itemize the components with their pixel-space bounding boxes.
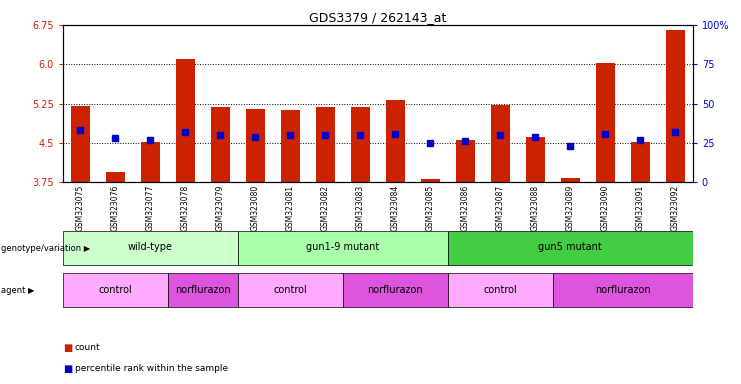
Text: GSM323092: GSM323092 <box>671 184 679 231</box>
Bar <box>448 273 553 307</box>
Text: GSM323084: GSM323084 <box>391 184 400 231</box>
Bar <box>63 273 168 307</box>
Text: norflurazon: norflurazon <box>368 285 423 295</box>
Bar <box>631 142 650 182</box>
Text: count: count <box>75 343 101 352</box>
Bar <box>246 109 265 182</box>
Text: GSM323089: GSM323089 <box>566 184 575 231</box>
Text: GSM323078: GSM323078 <box>181 184 190 231</box>
Bar <box>596 63 615 182</box>
Bar <box>106 172 125 182</box>
Bar <box>141 142 160 182</box>
Text: control: control <box>99 285 133 295</box>
Text: genotype/variation ▶: genotype/variation ▶ <box>1 243 90 253</box>
Text: gun5 mutant: gun5 mutant <box>539 242 602 252</box>
Bar <box>456 141 475 182</box>
Text: percentile rank within the sample: percentile rank within the sample <box>75 364 228 373</box>
Bar <box>421 179 440 182</box>
Text: GSM323088: GSM323088 <box>531 184 540 230</box>
Title: GDS3379 / 262143_at: GDS3379 / 262143_at <box>309 11 447 24</box>
Text: GSM323085: GSM323085 <box>426 184 435 231</box>
Bar <box>561 178 580 182</box>
Text: GSM323082: GSM323082 <box>321 184 330 230</box>
Bar <box>168 273 238 307</box>
Text: GSM323090: GSM323090 <box>601 184 610 231</box>
Bar <box>343 273 448 307</box>
Bar <box>238 273 343 307</box>
Bar <box>386 100 405 182</box>
Text: GSM323075: GSM323075 <box>76 184 85 231</box>
Text: GSM323083: GSM323083 <box>356 184 365 231</box>
Bar <box>316 108 335 182</box>
Text: GSM323081: GSM323081 <box>286 184 295 230</box>
Text: norflurazon: norflurazon <box>595 285 651 295</box>
Bar <box>526 137 545 182</box>
Text: GSM323080: GSM323080 <box>251 184 260 231</box>
Bar <box>491 105 510 182</box>
Bar <box>176 59 195 182</box>
Bar <box>448 231 693 265</box>
Text: GSM323079: GSM323079 <box>216 184 225 231</box>
Text: GSM323091: GSM323091 <box>636 184 645 231</box>
Bar <box>71 106 90 182</box>
Bar <box>553 273 693 307</box>
Bar <box>238 231 448 265</box>
Text: GSM323076: GSM323076 <box>111 184 120 231</box>
Bar <box>665 30 685 182</box>
Text: ■: ■ <box>63 343 72 353</box>
Text: control: control <box>273 285 308 295</box>
Text: GSM323087: GSM323087 <box>496 184 505 231</box>
Text: agent ▶: agent ▶ <box>1 286 35 295</box>
Bar <box>211 108 230 182</box>
Bar <box>63 231 238 265</box>
Text: wild-type: wild-type <box>128 242 173 252</box>
Bar <box>281 110 300 182</box>
Bar <box>350 108 370 182</box>
Text: norflurazon: norflurazon <box>175 285 230 295</box>
Text: GSM323086: GSM323086 <box>461 184 470 231</box>
Text: GSM323077: GSM323077 <box>146 184 155 231</box>
Text: ■: ■ <box>63 364 72 374</box>
Text: gun1-9 mutant: gun1-9 mutant <box>306 242 379 252</box>
Text: control: control <box>484 285 517 295</box>
